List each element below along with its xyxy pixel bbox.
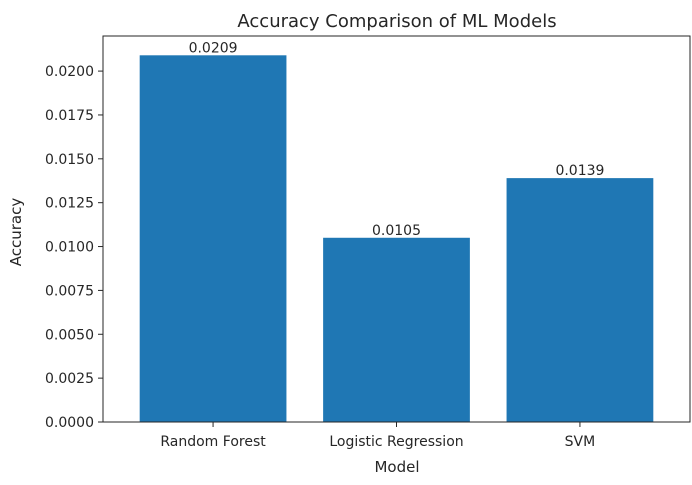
data-label: 0.0139 bbox=[555, 163, 604, 179]
data-label: 0.0105 bbox=[372, 223, 421, 239]
y-tick-label: 0.0000 bbox=[45, 415, 94, 431]
x-axis-label: Model bbox=[374, 458, 419, 476]
y-axis-label: Accuracy bbox=[7, 198, 25, 267]
y-tick-label: 0.0025 bbox=[45, 371, 94, 387]
y-tick-label: 0.0175 bbox=[45, 108, 94, 124]
x-tick-label: SVM bbox=[565, 434, 596, 450]
y-tick-label: 0.0100 bbox=[45, 240, 94, 256]
y-tick-label: 0.0200 bbox=[45, 64, 94, 80]
bar-svm bbox=[506, 178, 654, 422]
y-tick-label: 0.0150 bbox=[45, 152, 94, 168]
y-tick-label: 0.0075 bbox=[45, 283, 94, 299]
x-tick-label: Random Forest bbox=[160, 434, 266, 450]
bar-logistic-regression bbox=[323, 237, 470, 422]
data-label: 0.0209 bbox=[189, 40, 238, 56]
plot-area: 0.0209 Random Forest 0.0105 Logistic Regres… bbox=[45, 35, 691, 450]
chart-title: Accuracy Comparison of ML Models bbox=[237, 11, 556, 32]
plot-frame bbox=[102, 35, 691, 423]
bar-random-forest bbox=[139, 55, 287, 423]
y-tick-label: 0.0125 bbox=[45, 196, 94, 212]
y-tick-label: 0.0050 bbox=[45, 327, 94, 343]
x-tick-label: Logistic Regression bbox=[329, 434, 463, 450]
